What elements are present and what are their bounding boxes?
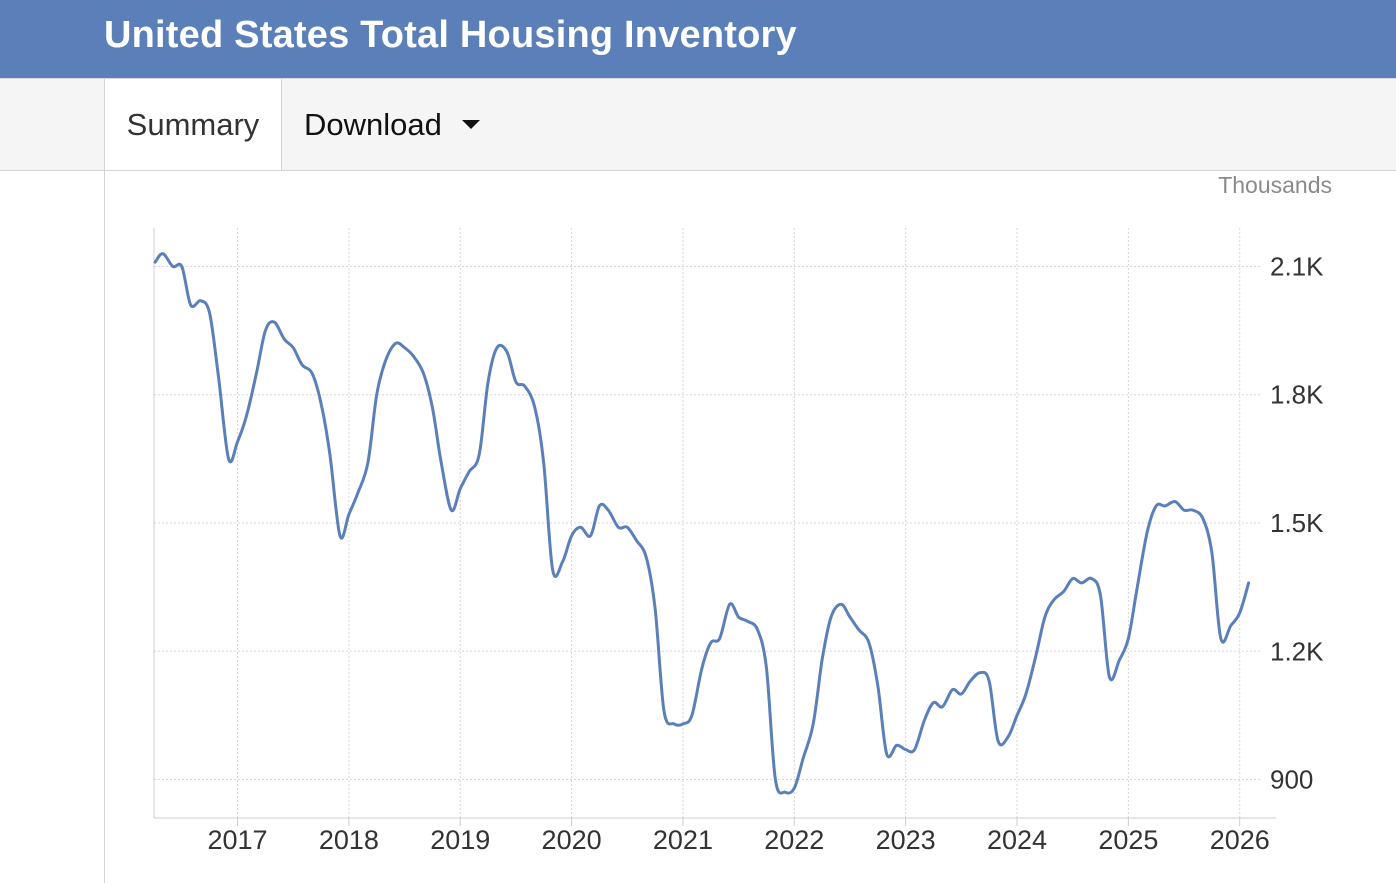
- tab-summary-label: Summary: [126, 106, 260, 142]
- y-tick-label: 1.8K: [1270, 380, 1324, 410]
- x-tick-label: 2021: [653, 825, 713, 855]
- x-tick-label: 2022: [764, 825, 824, 855]
- toolbar: Summary Download: [0, 78, 1396, 171]
- x-tick-label: 2019: [430, 825, 490, 855]
- x-tick-label: 2018: [319, 825, 379, 855]
- y-tick-label: 1.5K: [1270, 508, 1324, 538]
- title-bar: United States Total Housing Inventory: [0, 0, 1396, 78]
- y-tick-label: 900: [1270, 765, 1313, 795]
- x-tick-label: 2024: [987, 825, 1047, 855]
- x-tick-label: 2025: [1098, 825, 1158, 855]
- tab-summary[interactable]: Summary: [104, 79, 282, 170]
- y-tick-label: 2.1K: [1270, 251, 1324, 281]
- x-tick-label: 2020: [542, 825, 602, 855]
- unit-label: Thousands: [1218, 172, 1332, 198]
- caret-down-icon: [461, 120, 480, 129]
- download-label: Download: [304, 106, 442, 142]
- x-tick-label: 2026: [1210, 825, 1270, 855]
- page-title: United States Total Housing Inventory: [104, 14, 797, 56]
- x-tick-label: 2017: [207, 825, 267, 855]
- y-tick-label: 1.2K: [1270, 636, 1324, 666]
- download-dropdown[interactable]: Download: [304, 79, 480, 170]
- series-line: [153, 252, 1251, 795]
- x-tick-label: 2023: [876, 825, 936, 855]
- content-frame-border: [104, 170, 105, 883]
